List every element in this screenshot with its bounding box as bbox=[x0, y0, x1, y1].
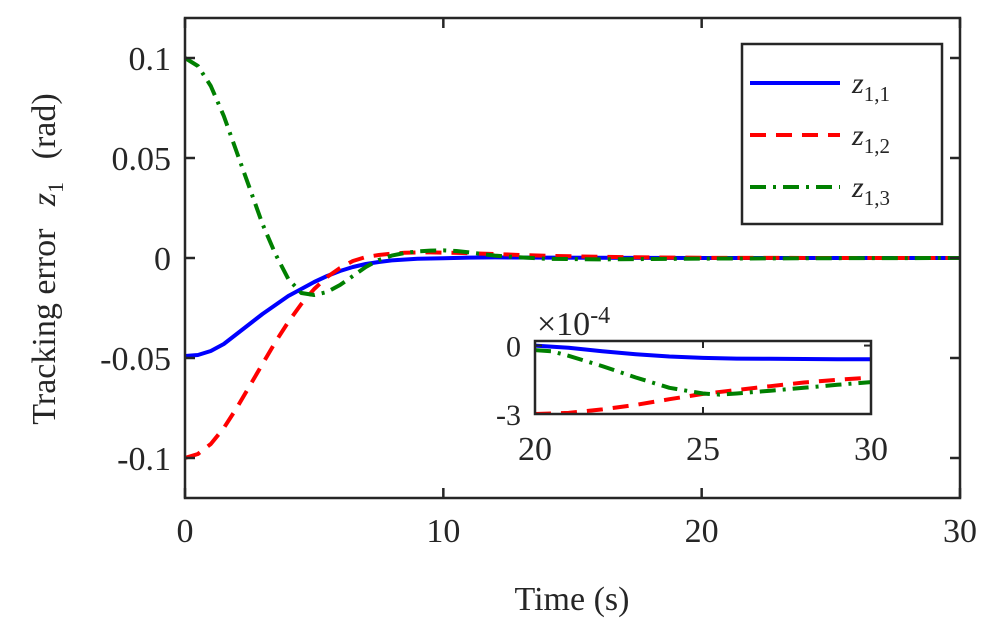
series-line-3 bbox=[185, 56, 960, 297]
x-tick-label: 10 bbox=[426, 513, 460, 550]
legend-label-subscript: 1,1 bbox=[864, 82, 890, 106]
inset-series-line-3 bbox=[535, 348, 871, 397]
legend-label-3: z1,3 bbox=[851, 171, 890, 210]
main-series-group bbox=[185, 56, 960, 460]
inset-x-tick-label: 30 bbox=[854, 431, 888, 468]
inset-background bbox=[535, 341, 871, 414]
main-plot: 0 10 20 30 -0.1 -0.05 0 0.05 0.1 bbox=[100, 16, 977, 550]
inset-series-group bbox=[535, 343, 871, 414]
y-tick-label: 0 bbox=[154, 241, 171, 278]
x-tick-label: 20 bbox=[685, 513, 719, 550]
y-tick-label: 0.05 bbox=[112, 141, 172, 178]
series-line-1 bbox=[185, 255, 960, 358]
legend-label-subscript: 1,3 bbox=[864, 186, 890, 210]
inset-y-tick-label: -3 bbox=[496, 399, 521, 432]
inset-x-tick-label: 25 bbox=[686, 431, 720, 468]
inset-exponent-power: -4 bbox=[590, 303, 610, 329]
y-tick-label: -0.1 bbox=[117, 441, 171, 478]
x-axis-label: Time (s) bbox=[515, 581, 630, 618]
x-tick-label: 30 bbox=[943, 513, 977, 550]
legend-label-subscript: 1,2 bbox=[864, 134, 890, 158]
inset-series-line-1 bbox=[535, 343, 871, 362]
inset-exponent-base: ×10 bbox=[537, 306, 590, 343]
y-axis-label: Tracking error z1 (rad) bbox=[26, 93, 71, 424]
inset-x-tick-label: 20 bbox=[518, 431, 552, 468]
legend-label-symbol: z bbox=[851, 171, 864, 204]
legend-box bbox=[740, 42, 944, 226]
y-axis-label-text: Tracking error bbox=[26, 228, 63, 425]
y-axis-label-unit: (rad) bbox=[26, 93, 63, 159]
y-axis-label-subscript: 1 bbox=[43, 182, 68, 193]
legend-label-2: z1,2 bbox=[851, 119, 890, 158]
inset-plot: 20 25 30 -3 0 ×10-4 bbox=[496, 303, 888, 468]
x-tick-label: 0 bbox=[177, 513, 194, 550]
legend-label-1: z1,1 bbox=[851, 67, 890, 106]
legend: z1,1z1,2z1,3 bbox=[740, 42, 944, 226]
legend-label-symbol: z bbox=[851, 119, 864, 152]
inset-y-tick-label: 0 bbox=[506, 331, 521, 364]
inset-exponent-label: ×10-4 bbox=[537, 303, 610, 343]
y-axis-label-symbol: z bbox=[26, 193, 63, 207]
legend-label-symbol: z bbox=[851, 67, 864, 100]
y-tick-label: 0.1 bbox=[129, 41, 172, 78]
y-tick-label: -0.05 bbox=[100, 341, 171, 378]
